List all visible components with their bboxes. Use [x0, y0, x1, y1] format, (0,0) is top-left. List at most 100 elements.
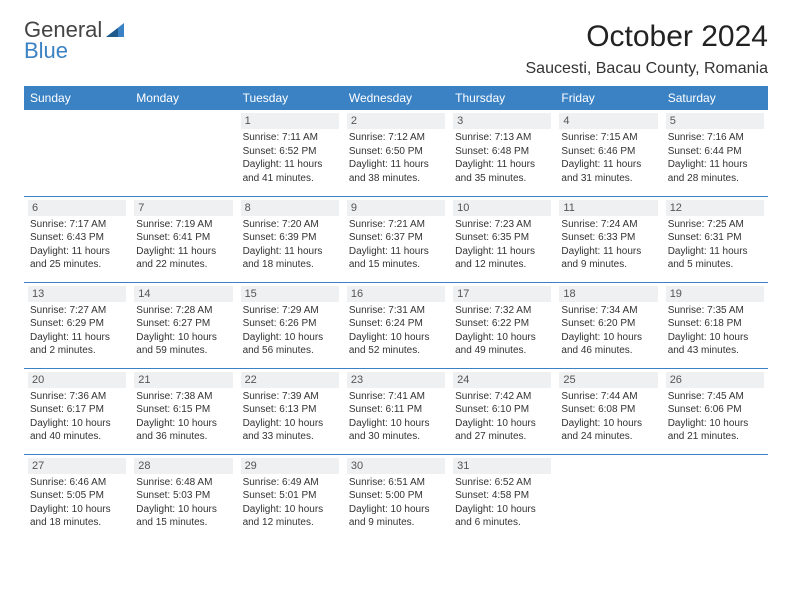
sunset-text: Sunset: 6:50 PM [349, 145, 443, 159]
day-content: Sunrise: 7:12 AMSunset: 6:50 PMDaylight:… [347, 131, 445, 185]
calendar-cell [662, 454, 768, 540]
sunrise-text: Sunrise: 6:48 AM [136, 476, 230, 490]
day-number: 7 [134, 200, 232, 216]
sunset-text: Sunset: 6:24 PM [349, 317, 443, 331]
daylight-text: Daylight: 10 hours and 9 minutes. [349, 503, 443, 530]
daylight-text: Daylight: 10 hours and 12 minutes. [243, 503, 337, 530]
sunrise-text: Sunrise: 7:36 AM [30, 390, 124, 404]
daylight-text: Daylight: 10 hours and 36 minutes. [136, 417, 230, 444]
calendar-body: 1 Sunrise: 7:11 AMSunset: 6:52 PMDaylight… [24, 110, 768, 540]
calendar-cell: 31 Sunrise: 6:52 AMSunset: 4:58 PMDayligh… [449, 454, 555, 540]
calendar-cell: 15Sunrise: 7:29 AMSunset: 6:26 PMDayligh… [237, 282, 343, 368]
daylight-text: Daylight: 11 hours and 41 minutes. [243, 158, 337, 185]
day-content: Sunrise: 7:35 AMSunset: 6:18 PMDaylight:… [666, 304, 764, 358]
day-content: Sunrise: 7:41 AMSunset: 6:11 PMDaylight:… [347, 390, 445, 444]
calendar-cell: 5Sunrise: 7:16 AMSunset: 6:44 PMDaylight… [662, 110, 768, 196]
day-content: Sunrise: 7:11 AMSunset: 6:52 PMDaylight:… [241, 131, 339, 185]
sunset-text: Sunset: 6:10 PM [455, 403, 549, 417]
sunset-text: Sunset: 6:27 PM [136, 317, 230, 331]
calendar-cell: 7Sunrise: 7:19 AMSunset: 6:41 PMDaylight… [130, 196, 236, 282]
day-number: 11 [559, 200, 657, 216]
sunrise-text: Sunrise: 6:46 AM [30, 476, 124, 490]
sunset-text: Sunset: 6:31 PM [668, 231, 762, 245]
day-number: 23 [347, 372, 445, 388]
sunset-text: Sunset: 6:41 PM [136, 231, 230, 245]
calendar-cell: 8Sunrise: 7:20 AMSunset: 6:39 PMDaylight… [237, 196, 343, 282]
calendar-cell [24, 110, 130, 196]
daylight-text: Daylight: 10 hours and 27 minutes. [455, 417, 549, 444]
sunset-text: Sunset: 4:58 PM [455, 489, 549, 503]
calendar-cell [555, 454, 661, 540]
daylight-text: Daylight: 11 hours and 28 minutes. [668, 158, 762, 185]
calendar-cell: 4Sunrise: 7:15 AMSunset: 6:46 PMDaylight… [555, 110, 661, 196]
weekday-header: Sunday [24, 86, 130, 110]
calendar-cell: 30Sunrise: 6:51 AMSunset: 5:00 PMDayligh… [343, 454, 449, 540]
calendar-table: Sunday Monday Tuesday Wednesday Thursday… [24, 86, 768, 540]
calendar-cell: 16Sunrise: 7:31 AMSunset: 6:24 PMDayligh… [343, 282, 449, 368]
logo-text-blue: Blue [24, 38, 68, 63]
sunrise-text: Sunrise: 7:12 AM [349, 131, 443, 145]
day-number: 26 [666, 372, 764, 388]
calendar-row: 13Sunrise: 7:27 AMSunset: 6:29 PMDayligh… [24, 282, 768, 368]
sunset-text: Sunset: 6:46 PM [561, 145, 655, 159]
logo-text: General Blue [24, 20, 126, 62]
daylight-text: Daylight: 11 hours and 35 minutes. [455, 158, 549, 185]
sunset-text: Sunset: 6:15 PM [136, 403, 230, 417]
daylight-text: Daylight: 10 hours and 56 minutes. [243, 331, 337, 358]
daylight-text: Daylight: 11 hours and 5 minutes. [668, 245, 762, 272]
day-content: Sunrise: 7:44 AMSunset: 6:08 PMDaylight:… [559, 390, 657, 444]
day-number: 29 [241, 458, 339, 474]
sunset-text: Sunset: 6:20 PM [561, 317, 655, 331]
day-number: 18 [559, 286, 657, 302]
sunrise-text: Sunrise: 7:20 AM [243, 218, 337, 232]
day-number: 22 [241, 372, 339, 388]
daylight-text: Daylight: 11 hours and 2 minutes. [30, 331, 124, 358]
sunset-text: Sunset: 5:00 PM [349, 489, 443, 503]
day-number: 1 [241, 113, 339, 129]
weekday-header: Thursday [449, 86, 555, 110]
sunrise-text: Sunrise: 6:49 AM [243, 476, 337, 490]
sunset-text: Sunset: 6:08 PM [561, 403, 655, 417]
daylight-text: Daylight: 11 hours and 9 minutes. [561, 245, 655, 272]
day-content: Sunrise: 7:38 AMSunset: 6:15 PMDaylight:… [134, 390, 232, 444]
day-number: 21 [134, 372, 232, 388]
sunrise-text: Sunrise: 7:23 AM [455, 218, 549, 232]
daylight-text: Daylight: 10 hours and 18 minutes. [30, 503, 124, 530]
daylight-text: Daylight: 10 hours and 33 minutes. [243, 417, 337, 444]
calendar-cell: 17Sunrise: 7:32 AMSunset: 6:22 PMDayligh… [449, 282, 555, 368]
day-content: Sunrise: 6:49 AMSunset: 5:01 PMDaylight:… [241, 476, 339, 530]
weekday-header: Wednesday [343, 86, 449, 110]
day-number: 31 [453, 458, 551, 474]
sunrise-text: Sunrise: 7:17 AM [30, 218, 124, 232]
calendar-cell: 22Sunrise: 7:39 AMSunset: 6:13 PMDayligh… [237, 368, 343, 454]
daylight-text: Daylight: 10 hours and 46 minutes. [561, 331, 655, 358]
sunrise-text: Sunrise: 7:42 AM [455, 390, 549, 404]
day-content: Sunrise: 7:28 AMSunset: 6:27 PMDaylight:… [134, 304, 232, 358]
day-content: Sunrise: 7:27 AMSunset: 6:29 PMDaylight:… [28, 304, 126, 358]
day-number: 17 [453, 286, 551, 302]
calendar-cell: 28Sunrise: 6:48 AMSunset: 5:03 PMDayligh… [130, 454, 236, 540]
page-header: General Blue October 2024 Saucesti, Baca… [24, 20, 768, 78]
daylight-text: Daylight: 11 hours and 22 minutes. [136, 245, 230, 272]
day-content: Sunrise: 7:17 AMSunset: 6:43 PMDaylight:… [28, 218, 126, 272]
sunset-text: Sunset: 6:48 PM [455, 145, 549, 159]
calendar-row: 1 Sunrise: 7:11 AMSunset: 6:52 PMDaylight… [24, 110, 768, 196]
day-number: 15 [241, 286, 339, 302]
sunset-text: Sunset: 6:29 PM [30, 317, 124, 331]
daylight-text: Daylight: 10 hours and 49 minutes. [455, 331, 549, 358]
sunset-text: Sunset: 6:06 PM [668, 403, 762, 417]
day-content: Sunrise: 6:51 AMSunset: 5:00 PMDaylight:… [347, 476, 445, 530]
logo-sail-icon [106, 20, 126, 41]
calendar-cell: 20Sunrise: 7:36 AMSunset: 6:17 PMDayligh… [24, 368, 130, 454]
sunrise-text: Sunrise: 7:15 AM [561, 131, 655, 145]
sunrise-text: Sunrise: 7:38 AM [136, 390, 230, 404]
sunrise-text: Sunrise: 7:45 AM [668, 390, 762, 404]
calendar-cell: 3Sunrise: 7:13 AMSunset: 6:48 PMDaylight… [449, 110, 555, 196]
daylight-text: Daylight: 10 hours and 40 minutes. [30, 417, 124, 444]
sunrise-text: Sunrise: 7:27 AM [30, 304, 124, 318]
day-content: Sunrise: 6:52 AMSunset: 4:58 PMDaylight:… [453, 476, 551, 530]
daylight-text: Daylight: 10 hours and 15 minutes. [136, 503, 230, 530]
day-number: 6 [28, 200, 126, 216]
sunrise-text: Sunrise: 7:28 AM [136, 304, 230, 318]
calendar-row: 6 Sunrise: 7:17 AMSunset: 6:43 PMDaylight… [24, 196, 768, 282]
